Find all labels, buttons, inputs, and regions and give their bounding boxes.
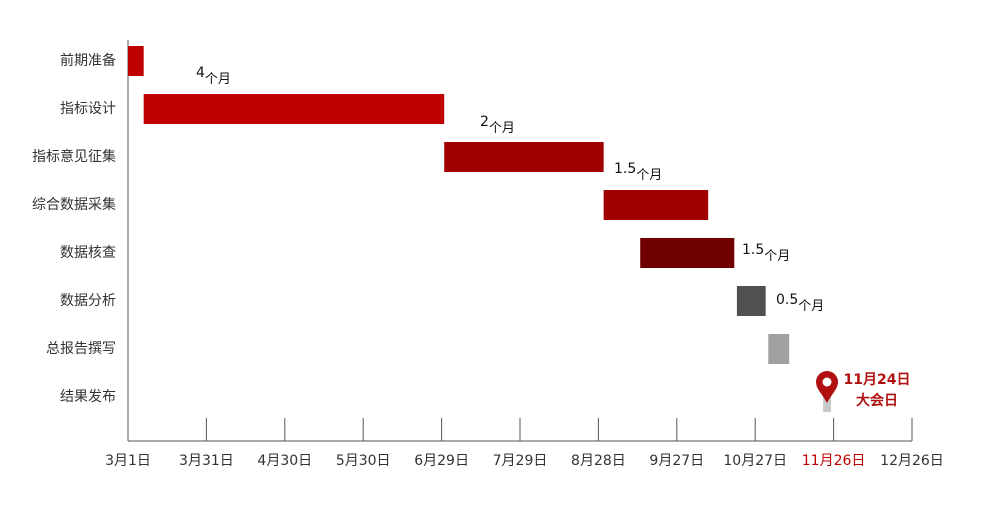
x-tick-label: 3月1日 bbox=[105, 453, 151, 469]
marker-pin bbox=[816, 371, 838, 403]
x-tick-label: 11月26日 bbox=[802, 453, 866, 469]
bar bbox=[128, 46, 144, 76]
x-tick-label: 5月30日 bbox=[336, 453, 391, 469]
x-tick-label: 10月27日 bbox=[723, 453, 787, 469]
y-tick-label: 指标设计 bbox=[60, 101, 116, 117]
marker-dot bbox=[822, 377, 832, 387]
duration-value: 1.5 bbox=[742, 242, 764, 258]
x-tick-label: 4月30日 bbox=[257, 453, 312, 469]
y-tick-label: 数据核查 bbox=[60, 245, 116, 261]
y-tick-label: 总报告撰写 bbox=[46, 341, 116, 357]
duration-value: 2 bbox=[480, 114, 489, 130]
x-tick-label: 3月31日 bbox=[179, 453, 234, 469]
y-tick-label: 综合数据采集 bbox=[32, 196, 116, 213]
duration-unit: 个月 bbox=[489, 121, 515, 136]
bar bbox=[603, 190, 709, 220]
duration-value: 1.5 bbox=[614, 161, 636, 177]
bar bbox=[143, 94, 445, 124]
bar bbox=[768, 334, 790, 364]
duration-unit: 个月 bbox=[764, 249, 790, 264]
duration-label: 4个月 bbox=[196, 65, 231, 87]
y-tick-label: 指标意见征集 bbox=[32, 148, 116, 165]
bar bbox=[736, 286, 766, 316]
x-tick-label: 6月29日 bbox=[414, 453, 469, 469]
duration-unit: 个月 bbox=[205, 72, 231, 87]
y-tick-label: 前期准备 bbox=[60, 52, 116, 69]
marker-date: 11月24日 bbox=[844, 372, 911, 388]
x-tick-label: 8月28日 bbox=[571, 453, 626, 469]
x-tick-label: 7月29日 bbox=[493, 453, 548, 469]
bar bbox=[444, 142, 604, 172]
duration-unit: 个月 bbox=[636, 168, 662, 183]
x-tick-label: 12月26日 bbox=[880, 453, 944, 469]
x-tick-label: 9月27日 bbox=[649, 453, 704, 469]
bar bbox=[640, 238, 735, 268]
y-tick-label: 结果发布 bbox=[60, 389, 116, 405]
duration-label: 1.5个月 bbox=[614, 161, 662, 183]
marker-note: 大会日 bbox=[856, 392, 898, 409]
duration-label: 2个月 bbox=[480, 114, 515, 136]
duration-label: 0.5个月 bbox=[776, 292, 824, 314]
y-tick-label: 数据分析 bbox=[60, 293, 116, 309]
duration-label: 1.5个月 bbox=[742, 242, 790, 264]
duration-unit: 个月 bbox=[798, 299, 824, 314]
duration-value: 0.5 bbox=[776, 292, 798, 308]
duration-value: 4 bbox=[196, 65, 205, 81]
